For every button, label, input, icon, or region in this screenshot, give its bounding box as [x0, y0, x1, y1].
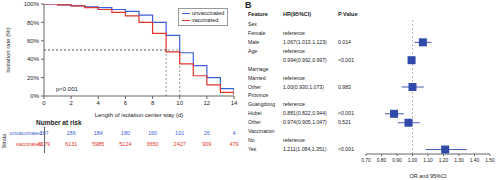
html-text:0.974(0.905,1.047): 0.974(0.905,1.047): [283, 119, 327, 126]
html-text:Number at risk: Number at risk: [36, 119, 82, 126]
svg-text:80%: 80%: [27, 20, 40, 26]
svg-text:40%: 40%: [27, 56, 40, 62]
svg-text:6: 6: [124, 100, 128, 106]
html-text:0.014: 0.014: [338, 38, 351, 45]
html-text:1.00(0.930,1.073): 1.00(0.930,1.073): [283, 83, 324, 90]
html-text:3650: 3650: [146, 141, 159, 147]
html-text:Yes: Yes: [248, 146, 257, 152]
svg-text:1.40: 1.40: [470, 157, 480, 163]
html-text:184: 184: [93, 130, 103, 136]
svg-text:0.80: 0.80: [377, 157, 387, 163]
html-text:p<0.001: p<0.001: [56, 86, 78, 92]
html-text:26: 26: [203, 130, 210, 136]
svg-text:14: 14: [231, 100, 238, 106]
html-text:1.211(1.084,1.351): 1.211(1.084,1.351): [283, 146, 327, 152]
html-text:Married: Married: [248, 74, 266, 81]
svg-text:Length of isolation center sta: Length of isolation center stay (d): [95, 112, 184, 118]
svg-text:20%: 20%: [27, 75, 40, 81]
html-text:reference: reference: [283, 101, 305, 108]
html-text:Vaccination: Vaccination: [248, 128, 275, 135]
html-text:160: 160: [148, 130, 158, 136]
html-text:Male: Male: [248, 38, 260, 45]
svg-text:8: 8: [151, 100, 155, 106]
html-text:1.067(1.013,1.123): 1.067(1.013,1.123): [283, 38, 327, 45]
html-text:Feature: Feature: [248, 11, 268, 17]
html-text:4: 4: [232, 130, 236, 136]
svg-text:1.20: 1.20: [439, 157, 449, 163]
html-text:5124: 5124: [119, 141, 132, 147]
svg-text:0: 0: [42, 100, 46, 106]
html-text:2427: 2427: [173, 141, 186, 147]
html-text:0.881(0.822,0.944): 0.881(0.822,0.944): [283, 110, 327, 117]
html-text:<0.001: <0.001: [338, 110, 354, 117]
svg-text:1.50: 1.50: [485, 157, 492, 163]
html-text:Marriage: Marriage: [248, 65, 269, 72]
svg-text:1.30: 1.30: [454, 157, 464, 163]
html-text:Age: Age: [248, 47, 258, 54]
svg-text:0.90: 0.90: [392, 157, 402, 163]
svg-text:12: 12: [204, 100, 211, 106]
svg-text:0.70: 0.70: [361, 157, 371, 163]
html-text:186: 186: [66, 130, 76, 136]
svg-text:10: 10: [176, 100, 183, 106]
html-text:Sex: Sex: [248, 21, 257, 27]
html-text:Guangdong: Guangdong: [248, 101, 276, 108]
html-text:No: No: [248, 137, 255, 144]
html-text:vaccinated: vaccinated: [192, 17, 219, 23]
html-text:vaccinated: vaccinated: [15, 141, 42, 147]
html-text:909: 909: [202, 141, 212, 147]
html-text:<0.001: <0.001: [338, 56, 354, 63]
html-text:Hubei: Hubei: [248, 110, 262, 117]
html-text:reference: reference: [283, 47, 305, 54]
html-text:Female: Female: [248, 29, 266, 36]
html-text:B: B: [245, 0, 252, 10]
svg-text:1.10: 1.10: [423, 157, 433, 163]
html-text:HR(95%CI): HR(95%CI): [283, 11, 312, 17]
html-text:187: 187: [39, 130, 49, 136]
html-text:unvaccinated: unvaccinated: [192, 10, 225, 16]
svg-text:Isolation rate (%): Isolation rate (%): [8, 27, 11, 72]
svg-text:4: 4: [97, 100, 101, 106]
html-text:479: 479: [229, 141, 239, 147]
html-text:0.521: 0.521: [338, 119, 351, 126]
html-text:180: 180: [120, 130, 130, 136]
html-text:6179: 6179: [37, 141, 51, 147]
html-text:6131: 6131: [65, 141, 78, 147]
svg-text:60%: 60%: [27, 38, 40, 44]
html-text:5985: 5985: [92, 141, 105, 147]
html-text:Strata: Strata: [1, 133, 7, 149]
html-text:0.983: 0.983: [338, 83, 351, 90]
html-text:Other: Other: [248, 119, 261, 126]
html-text:<0.001: <0.001: [338, 146, 354, 152]
html-text:unvaccinated: unvaccinated: [9, 130, 42, 136]
svg-text:OR and 95%CI: OR and 95%CI: [410, 173, 447, 178]
svg-text:2: 2: [69, 100, 73, 106]
svg-text:1.00: 1.00: [408, 157, 418, 163]
html-text:reference: reference: [283, 74, 305, 81]
svg-text:100%: 100%: [24, 1, 40, 7]
svg-text:0%: 0%: [30, 93, 39, 99]
html-text:reference: reference: [283, 137, 305, 144]
html-text:Province: Province: [248, 92, 269, 99]
html-text:101: 101: [175, 130, 185, 136]
html-text:reference: reference: [283, 29, 305, 36]
html-text:0.994(0.992,0.997): 0.994(0.992,0.997): [283, 56, 327, 63]
html-text:P Value: P Value: [338, 11, 358, 17]
html-text:Other: Other: [248, 83, 261, 90]
